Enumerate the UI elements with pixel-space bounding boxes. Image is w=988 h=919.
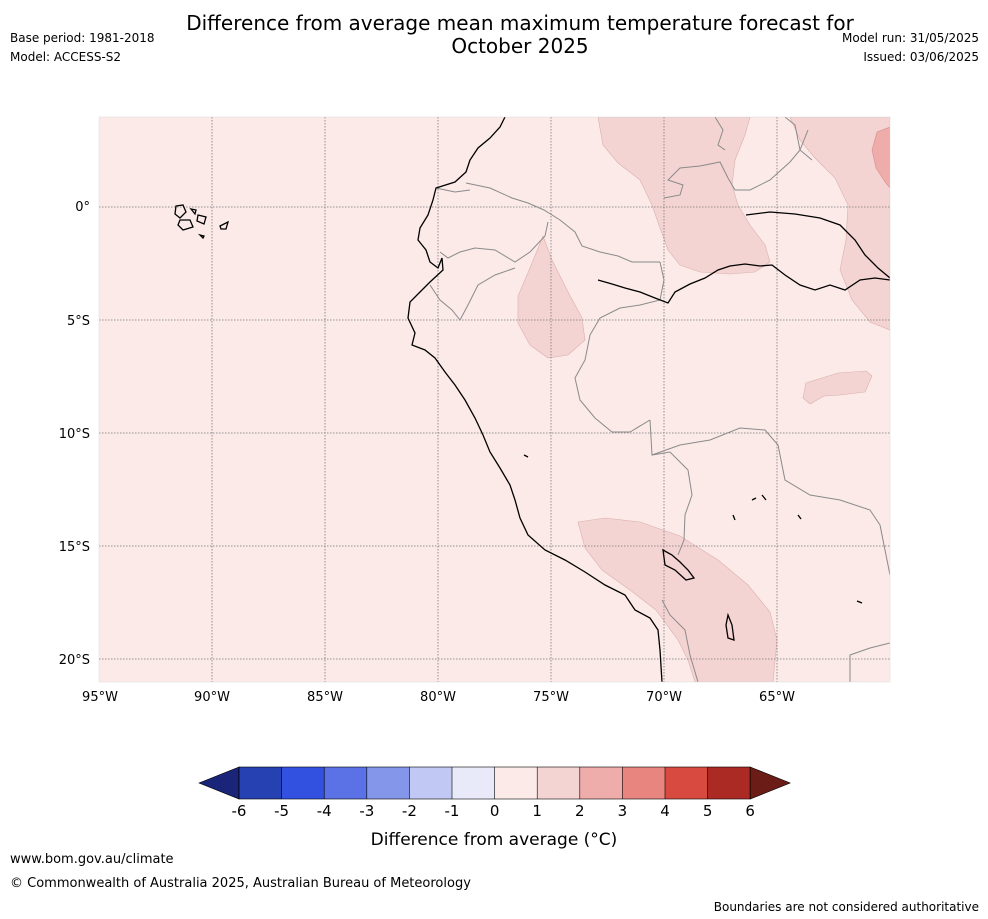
colorbar-tick-label: 0 — [490, 802, 500, 820]
lat-label-5s: 5°S — [67, 314, 90, 329]
colorbar-tick-label: -3 — [359, 802, 374, 820]
colorbar-tick-label: 1 — [532, 802, 542, 820]
country-borders — [429, 117, 890, 682]
run-info: Model run: 31/05/2025 Issued: 03/06/2025 — [842, 31, 979, 69]
base-period-text: Base period: 1981-2018 — [10, 31, 155, 45]
anomaly-region-northeast-warm — [871, 126, 890, 189]
colorbar-segment — [579, 767, 623, 799]
anomaly-region-brazil — [802, 370, 873, 405]
anomaly-region-north — [597, 117, 771, 275]
website-url[interactable]: www.bom.gov.au/climate — [10, 852, 174, 867]
anomaly-region-peru — [517, 235, 586, 359]
title-line-2: October 2025 — [451, 34, 589, 58]
colorbar-outline — [238, 766, 751, 800]
colorbar-tick-label: 3 — [618, 802, 628, 820]
anomaly-layer — [99, 117, 890, 682]
colorbar-segment — [409, 767, 453, 799]
colorbar-tick-label: -6 — [232, 802, 247, 820]
lat-label-10s: 10°S — [59, 427, 90, 442]
colorbar-segment — [281, 767, 325, 799]
colorbar-extend-min — [198, 766, 240, 800]
lat-label-0: 0° — [75, 200, 90, 215]
model-info: Base period: 1981-2018 Model: ACCESS-S2 — [10, 31, 155, 69]
colorbar-label: Difference from average (°C) — [371, 830, 618, 850]
coastlines — [174, 117, 890, 682]
colorbar-segment — [239, 767, 282, 799]
colorbar-segment — [494, 767, 538, 799]
graticule — [99, 117, 890, 682]
anomaly-region-northeast — [789, 117, 890, 331]
lon-label-90w: 90°W — [194, 690, 230, 705]
colorbar-segment — [324, 767, 368, 799]
lon-label-85w: 85°W — [307, 690, 343, 705]
colorbar-tick-label: 4 — [660, 802, 670, 820]
colorbar-tick-label: 6 — [745, 802, 755, 820]
colorbar-segment — [452, 767, 495, 799]
map-title: Difference from average mean maximum tem… — [110, 12, 930, 58]
model-run-text: Model run: 31/05/2025 — [841, 31, 979, 45]
colorbar-tick-label: -5 — [274, 802, 289, 820]
boundaries-note: Boundaries are not considered authoritat… — [713, 900, 979, 914]
colorbar-segment — [366, 767, 410, 799]
lon-label-70w: 70°W — [646, 690, 682, 705]
lon-label-75w: 75°W — [533, 690, 569, 705]
lat-label-15s: 15°S — [59, 540, 90, 555]
colorbar-tick-label: -2 — [402, 802, 417, 820]
lon-label-95w: 95°W — [82, 690, 118, 705]
colorbar-tick-label: 2 — [575, 802, 585, 820]
lon-label-65w: 65°W — [759, 690, 795, 705]
lat-label-20s: 20°S — [59, 653, 90, 668]
title-line-1: Difference from average mean maximum tem… — [186, 11, 854, 35]
colorbar-segment — [622, 767, 666, 799]
colorbar-segment — [707, 767, 751, 799]
map-background — [99, 117, 890, 682]
lon-label-80w: 80°W — [420, 690, 456, 705]
anomaly-region-south — [577, 517, 778, 682]
colorbar-segment — [537, 767, 581, 799]
colorbar-segment — [665, 767, 708, 799]
colorbar-extend-max — [749, 766, 792, 800]
colorbar-tick-label: -4 — [317, 802, 332, 820]
colorbar-tick-label: -1 — [445, 802, 460, 820]
colorbar: -6 -5 -4 -3 -2 -1 0 1 2 3 4 5 6 — [198, 766, 792, 820]
model-text: Model: ACCESS-S2 — [10, 50, 122, 64]
copyright-text: © Commonwealth of Australia 2025, Austra… — [10, 876, 471, 891]
colorbar-tick-label: 5 — [703, 802, 713, 820]
issued-text: Issued: 03/06/2025 — [863, 50, 979, 64]
